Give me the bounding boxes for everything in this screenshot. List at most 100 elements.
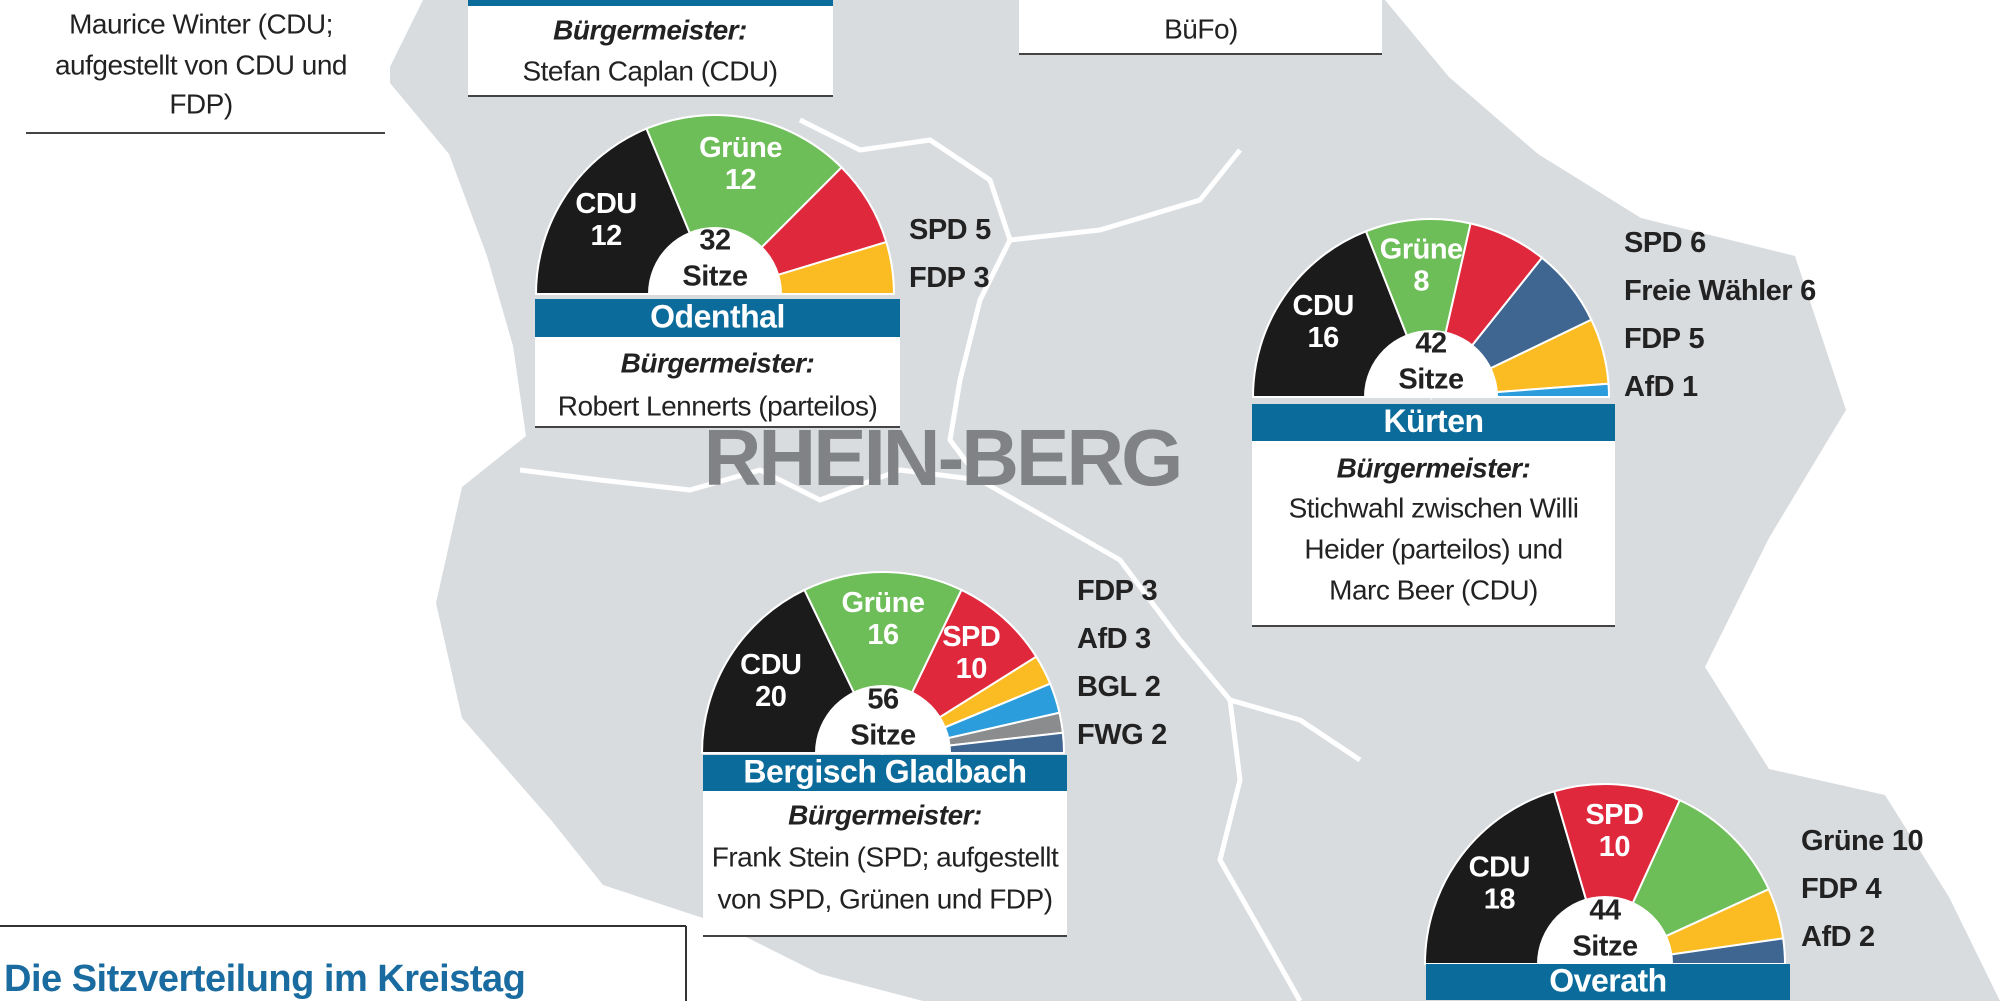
legend-value: 5	[1689, 323, 1705, 355]
municipality-name: Kürten	[1383, 403, 1483, 439]
seat-total: 56	[867, 684, 899, 716]
segment-value: 16	[867, 619, 899, 651]
mayor-line: von SPD, Grünen und FDP)	[717, 883, 1052, 914]
kreistag-title: Die Sitzverteilung im Kreistag	[4, 958, 525, 1000]
legend-value: 3	[974, 262, 990, 294]
municipality-name: Bergisch Gladbach	[743, 753, 1026, 789]
legend-name: Freie Wähler	[1624, 275, 1792, 307]
legend-name: BGL	[1077, 671, 1137, 703]
segment-value: 10	[1599, 831, 1630, 863]
legend-value: 3	[1135, 623, 1151, 655]
municipality-borders	[519, 117, 1362, 1001]
legend-entry: Grüne 10	[1801, 825, 1923, 857]
mayor-line: Heider (parteilos) und	[1304, 533, 1562, 564]
mayor-line: Maurice Winter (CDU;	[69, 8, 333, 39]
mayor-line: Robert Lennerts (parteilos)	[558, 390, 878, 421]
segment-label: CDU	[1293, 290, 1354, 322]
legend-entry: BGL 2	[1077, 671, 1160, 703]
legend-name: FDP	[909, 262, 966, 294]
segment-value: 8	[1413, 266, 1429, 298]
segment-label: Grüne	[699, 132, 782, 164]
mayor-line: Frank Stein (SPD; aufgestellt	[712, 841, 1059, 872]
mayor-heading: Bürgermeister:	[1337, 452, 1531, 483]
seat-segment	[803, 571, 963, 756]
name-bar	[703, 755, 1067, 791]
seat-segment	[1364, 218, 1472, 401]
segment-value: 12	[590, 220, 621, 252]
center-disc	[815, 685, 951, 753]
legend-entry: FDP 3	[1077, 575, 1158, 607]
mayor-box	[1252, 441, 1615, 626]
mayor-line: Marc Beer (CDU)	[1329, 574, 1538, 605]
seat-total-label: Sitze	[1398, 364, 1464, 396]
legend-entry: AfD 1	[1624, 371, 1698, 403]
legend-value: 1	[1682, 371, 1698, 403]
legend-name: FWG	[1077, 719, 1143, 751]
legend-entry: FDP 5	[1624, 323, 1705, 355]
seat-total: 42	[1415, 328, 1446, 360]
legend-value: 6	[1690, 227, 1706, 259]
mayor-heading: Bürgermeister:	[788, 799, 982, 830]
segment-label: CDU	[1469, 852, 1530, 884]
legend-entry: AfD 2	[1801, 921, 1875, 953]
legend-name: FDP	[1077, 575, 1134, 607]
legend-name: FDP	[1801, 873, 1858, 905]
center-disc	[1537, 896, 1673, 964]
seat-total-label: Sitze	[850, 720, 916, 752]
legend-value: 2	[1145, 671, 1161, 703]
name-bar	[1426, 964, 1790, 1000]
legend-name: Grüne	[1801, 825, 1884, 857]
segment-value: 20	[755, 681, 786, 713]
seat-total: 32	[699, 225, 730, 257]
mayor-line: BüFo)	[1164, 13, 1238, 44]
segment-label: SPD	[1585, 799, 1643, 831]
mayor-line: Stefan Caplan (CDU)	[522, 55, 777, 86]
legend-entry: SPD 6	[1624, 227, 1706, 259]
segment-label: CDU	[740, 649, 801, 681]
legend-entry: FWG 2	[1077, 719, 1167, 751]
legend-entry: SPD 5	[909, 214, 991, 246]
segment-label: Grüne	[1380, 234, 1463, 266]
legend-name: AfD	[1801, 921, 1851, 953]
legend-name: SPD	[909, 214, 967, 246]
segment-label: SPD	[942, 621, 1000, 653]
segment-value: 12	[725, 164, 756, 196]
top-right-box: BüFo)	[1019, 0, 1382, 55]
top-left-box: Maurice Winter (CDU; aufgestellt von CDU…	[20, 0, 390, 134]
mayor-box	[535, 337, 900, 427]
segment-label: Grüne	[842, 587, 925, 619]
center-disc	[1364, 330, 1498, 397]
mayor-heading: Bürgermeister:	[553, 14, 747, 45]
name-bar	[535, 299, 900, 337]
legend-name: FDP	[1624, 323, 1681, 355]
legend-name: AfD	[1624, 371, 1674, 403]
mayor-heading: Bürgermeister:	[621, 347, 815, 378]
seat-total: 44	[1589, 895, 1621, 927]
name-bar	[1252, 404, 1615, 441]
mayor-box	[703, 791, 1067, 936]
legend-entry: FDP 4	[1801, 873, 1882, 905]
seat-segment	[645, 114, 843, 296]
legend-value: 2	[1859, 921, 1875, 953]
municipality-name: Odenthal	[650, 298, 785, 334]
segment-value: 18	[1484, 884, 1516, 916]
segment-label: CDU	[575, 188, 636, 220]
legend-value: 6	[1800, 275, 1816, 307]
legend-entry: FDP 3	[909, 262, 990, 294]
legend-value: 4	[1866, 873, 1882, 905]
mayor-line: aufgestellt von CDU und	[55, 49, 347, 80]
legend-entry: Freie Wähler 6	[1624, 275, 1816, 307]
seat-total-label: Sitze	[1572, 931, 1638, 963]
legend-value: 10	[1892, 825, 1923, 857]
legend-value: 3	[1142, 575, 1158, 607]
legend-value: 5	[975, 214, 991, 246]
legend-name: AfD	[1077, 623, 1127, 655]
kreistag-box: Die Sitzverteilung im Kreistag	[0, 925, 687, 1001]
center-disc	[648, 227, 782, 294]
mayor-line: Stichwahl zwischen Willi	[1289, 492, 1579, 523]
